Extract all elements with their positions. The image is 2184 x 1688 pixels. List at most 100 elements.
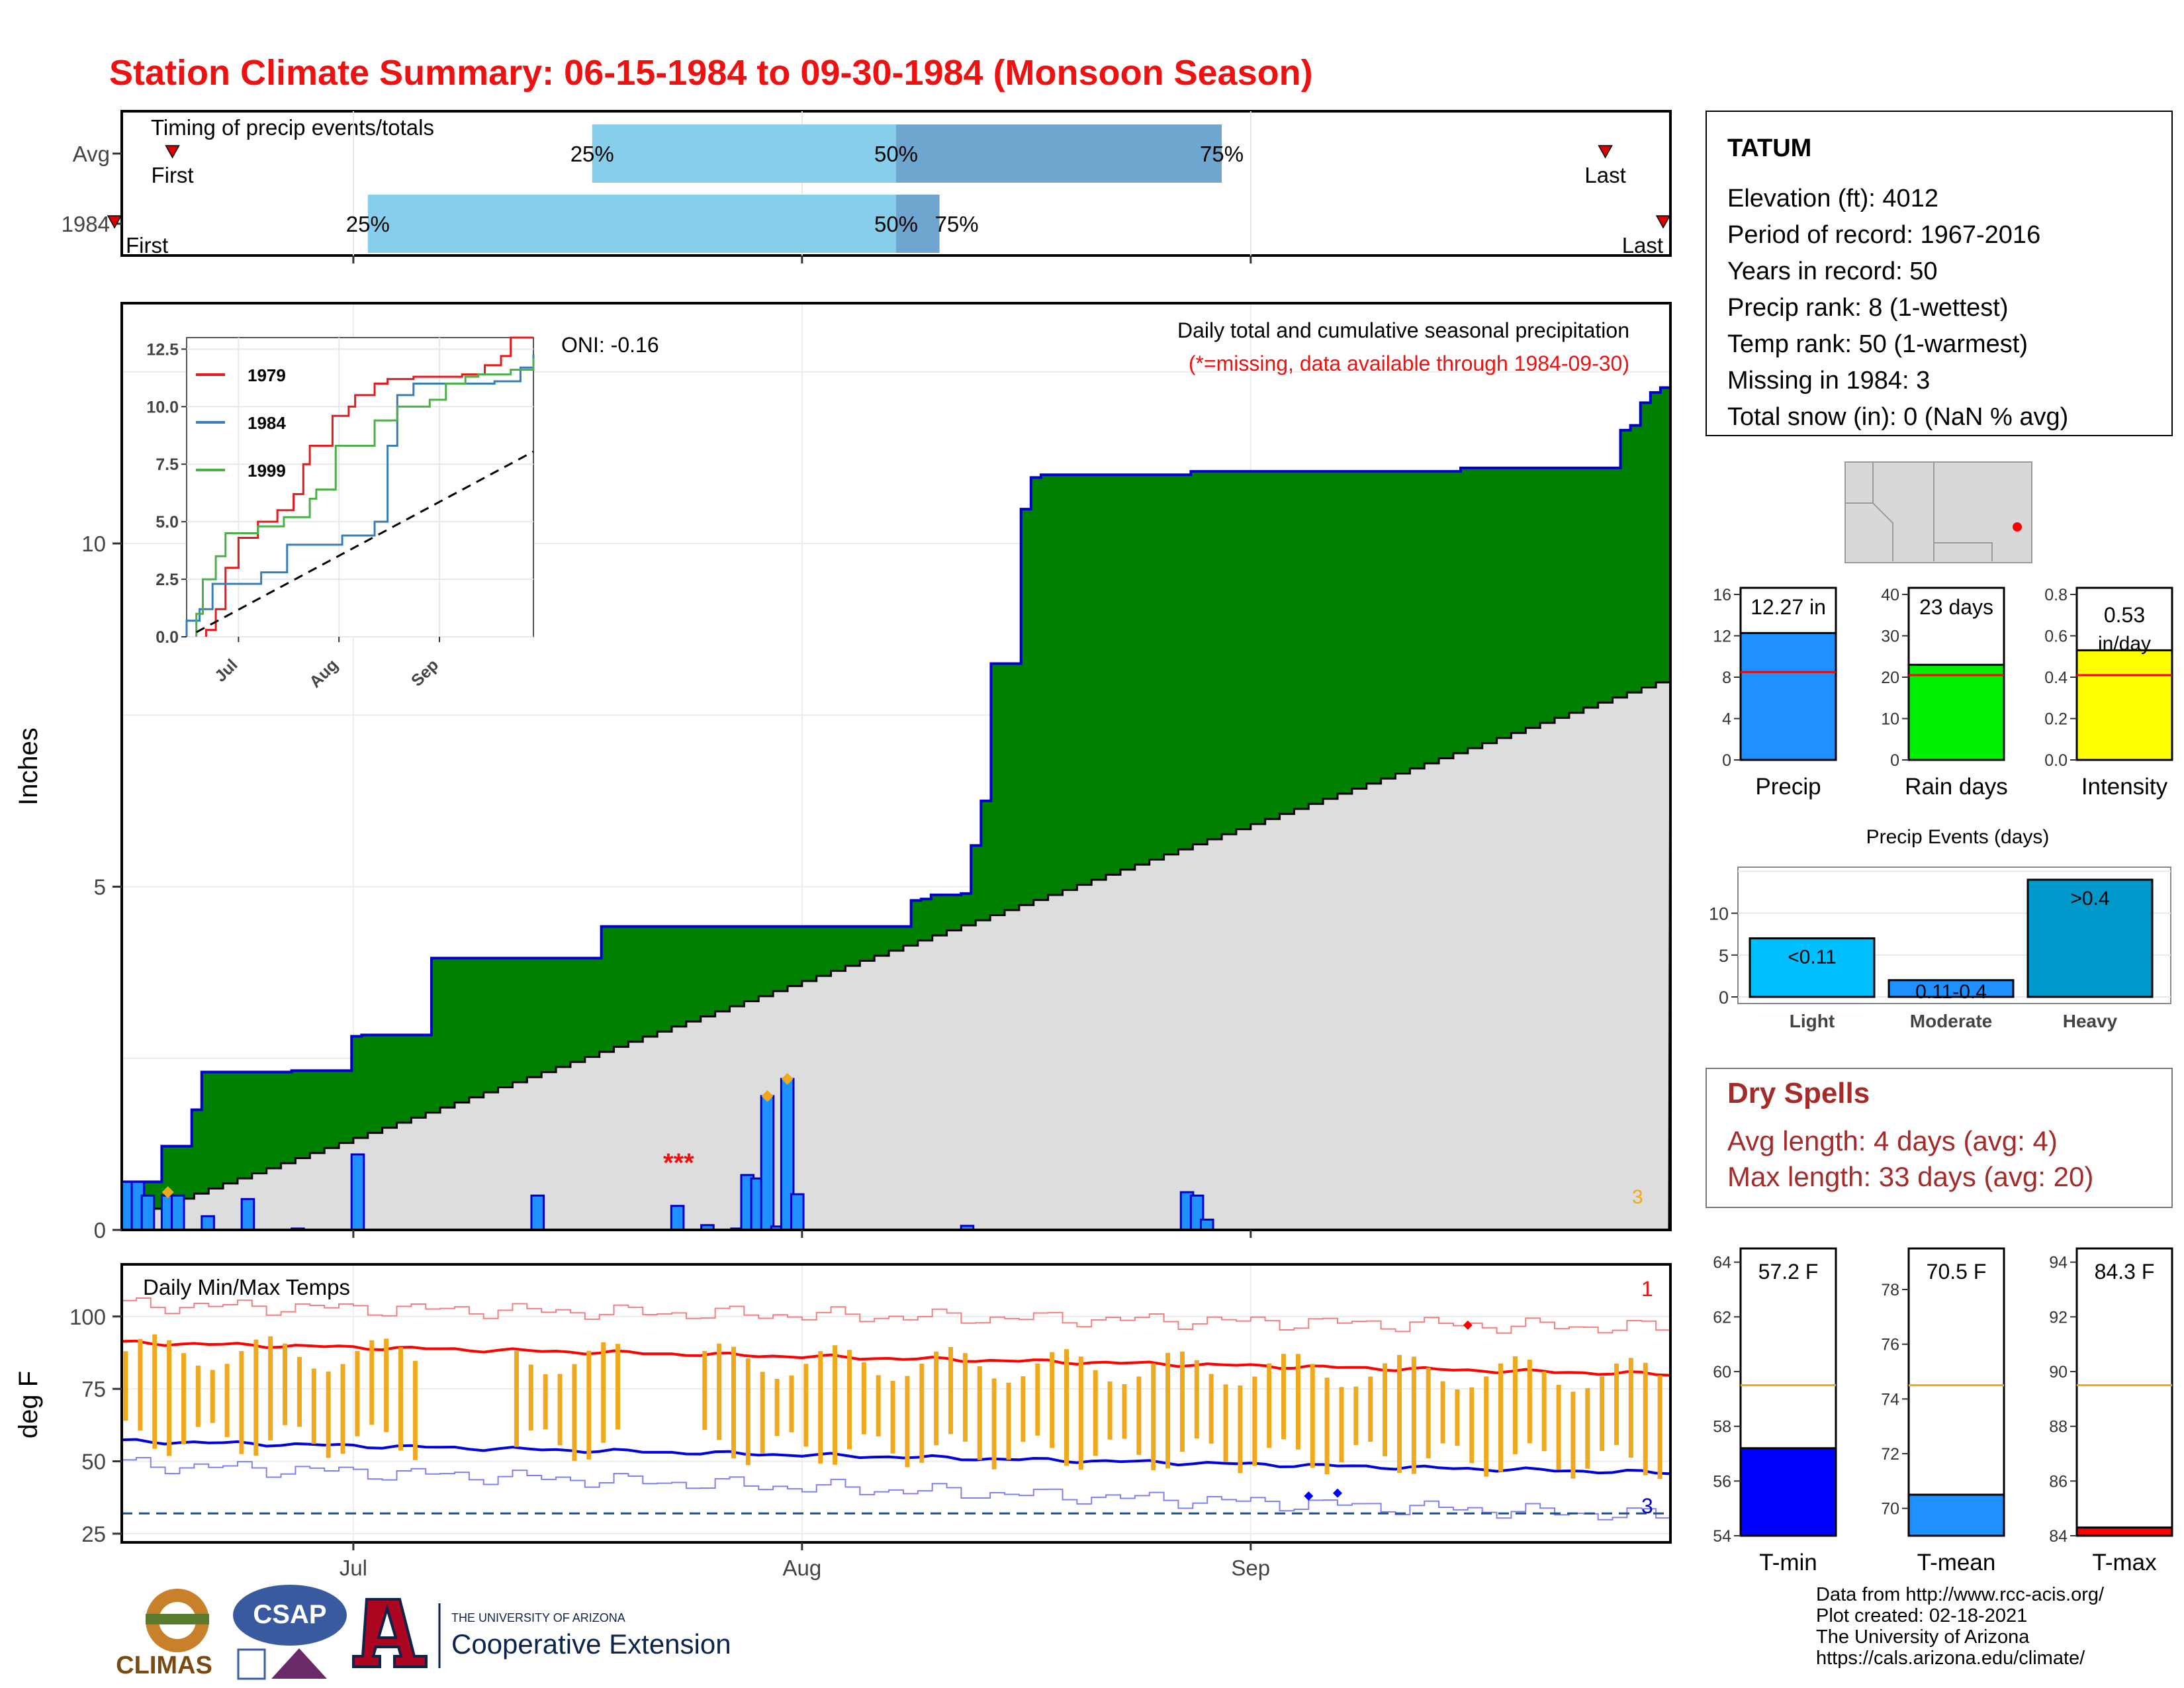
temp-summary-bar-0: 54 56 58 60 62 64 57.2 F T-min [1713, 1247, 1837, 1575]
map-background [1844, 461, 2032, 563]
temp-summary-tick-label: 74 [1881, 1390, 1899, 1409]
daily-precip-bars [120, 1072, 1214, 1231]
inset-legend-label-1: 1984 [248, 413, 286, 433]
summary-bar-category-label: Precip [1755, 774, 1821, 800]
dry-spells-max: Max length: 33 days (avg: 20) [1727, 1161, 2093, 1192]
inset-legend-label-2: 1999 [248, 461, 286, 481]
temp-x-axis: Jul Aug Sep [340, 1542, 1270, 1580]
station-detail-line: Years in record: 50 [1727, 258, 1938, 285]
temp-summary-tick-label: 60 [1713, 1363, 1731, 1382]
temp-summary-value-label: 57.2 F [1758, 1260, 1819, 1284]
temp-title: Daily Min/Max Temps [143, 1275, 350, 1299]
footer-credits: Data from http://www.rcc-acis.org/Plot c… [1816, 1584, 2105, 1669]
timing-label-50: 50% [874, 142, 918, 166]
inset-legend-label-0: 1979 [248, 365, 286, 385]
record-diamond-0 [161, 1186, 174, 1198]
first-event-marker [165, 145, 180, 159]
ua-small-text: THE UNIVERSITY OF ARIZONA [451, 1611, 625, 1624]
temp-ytick-label-1: 50 [81, 1450, 106, 1474]
dry-spells-box: Dry Spells Avg length: 4 days (avg: 4) M… [1706, 1068, 2173, 1208]
temp-summary-tick-label: 94 [2049, 1254, 2068, 1272]
summary-bar-tick-label: 40 [1881, 586, 1899, 604]
last-event-marker [1598, 145, 1613, 159]
csap-logo-text: CSAP [253, 1600, 326, 1629]
temp-summary-tick-label: 92 [2049, 1308, 2068, 1327]
temp-summary-frame [2075, 1247, 2173, 1537]
temp-xtick-label-0: Jul [340, 1556, 367, 1580]
temp-summary-tick-label: 86 [2049, 1472, 2068, 1491]
timing-row-label: 1984 [62, 212, 110, 236]
record-min-line [122, 1457, 1671, 1521]
summary-bar-tick-label: 0.4 [2044, 669, 2068, 687]
temp-corner-top: 1 [1641, 1277, 1653, 1301]
inset-normal-line [195, 450, 534, 633]
inset-lines [185, 336, 535, 637]
csap-logo: CSAP [233, 1585, 347, 1680]
inset-ytick-label-0: 0.0 [156, 628, 179, 647]
station-detail-line: Total snow (in): 0 (NaN % avg) [1727, 403, 2068, 431]
precip-events-title: Precip Events (days) [1866, 826, 2050, 848]
precip-ytick-label-1: 5 [94, 874, 106, 899]
temp-summary-fill [2075, 1526, 2173, 1537]
timing-row-label: Avg [73, 142, 110, 166]
summary-bar-fill [2075, 649, 2173, 761]
events-ytick-label-1: 5 [1719, 946, 1729, 966]
events-category-label-2: Heavy [2063, 1011, 2118, 1031]
daily-precip-bar-6 [240, 1197, 255, 1231]
climas-logo: CLIMAS [116, 1589, 212, 1679]
temp-summary-tick-label: 88 [2049, 1418, 2068, 1436]
oni-label: ONI: -0.16 [561, 333, 659, 357]
station-name: TATUM [1727, 134, 1811, 162]
temp-ytick-label-2: 75 [81, 1377, 106, 1401]
map-borders [1845, 462, 1993, 561]
summary-bar-value-unit: in/day [2098, 633, 2151, 655]
temp-summary-tick-label: 72 [1881, 1445, 1899, 1464]
footer-line: The University of Arizona [1816, 1626, 2030, 1648]
station-detail-line: Elevation (ft): 4012 [1727, 185, 1938, 212]
temp-ytick-label-3: 100 [69, 1305, 106, 1329]
precip-y-axis: 0 5 10 [81, 532, 1252, 1243]
daily-precip-bar-15 [760, 1095, 775, 1231]
inset-ytick-label-5: 12.5 [146, 340, 179, 359]
timing-label-25: 25% [570, 142, 614, 166]
climas-logo-text: CLIMAS [116, 1652, 212, 1679]
inset-frame [186, 337, 534, 637]
dry-spells-avg: Avg length: 4 days (avg: 4) [1727, 1125, 2058, 1156]
temp-summary-tick-label: 54 [1713, 1527, 1731, 1546]
temp-summary-tick-label: 90 [2049, 1363, 2068, 1382]
temp-record-high-diamond [1463, 1320, 1473, 1330]
station-detail-line: Missing in 1984: 3 [1727, 367, 1930, 395]
temp-summary-bar-1: 70 72 74 76 78 70.5 F T-mean [1881, 1247, 2005, 1575]
daily-precip-bar-10 [670, 1205, 685, 1231]
summary-bar-tick-label: 0.2 [2044, 710, 2068, 729]
summary-bar-value-label: 23 days [1919, 595, 1993, 619]
station-detail-line: Temp rank: 50 (1-warmest) [1727, 330, 2028, 358]
temp-summary-tick-label: 62 [1713, 1308, 1731, 1327]
university-of-arizona-logo: THE UNIVERSITY OF ARIZONA Cooperative Ex… [352, 1598, 731, 1668]
inset-gridlines [187, 338, 533, 637]
temp-summary-frame [1907, 1247, 2005, 1537]
summary-bar-tick-label: 10 [1881, 710, 1899, 729]
summary-bar-tick-label: 20 [1881, 669, 1899, 687]
dry-spells-frame [1706, 1068, 2173, 1208]
temp-y-axis: 25 50 75 100 [69, 1305, 122, 1546]
precip-annotation-missing: (*=missing, data available through 1984-… [1189, 352, 1629, 375]
first-event-marker [107, 215, 122, 229]
timing-bar-25-50 [592, 124, 896, 183]
last-event-label: Last [1622, 233, 1663, 258]
summary-bar-charts: 0 4 8 12 16 12.27 in Precip 0 10 20 30 40 23 days Rai… [1713, 586, 2173, 800]
temp-y-label: deg F [14, 1371, 43, 1438]
temp-summary-tick-label: 56 [1713, 1472, 1731, 1491]
inset-ytick-label-4: 10.0 [146, 398, 179, 416]
daily-precip-bar-18 [790, 1193, 805, 1231]
inset-ytick-label-3: 7.5 [156, 455, 179, 474]
precip-events-bars: 0 5 10 <0.11 Light 0.11-0.4 Moderate >0.4 Heavy [1709, 870, 2171, 1031]
temp-summary-category-label: T-max [2092, 1550, 2157, 1575]
summary-bar-tick-label: 0.6 [2044, 628, 2068, 646]
events-bar-1 [1888, 979, 2015, 998]
events-bar-label-2: >0.4 [2070, 888, 2109, 910]
timing-label-50: 50% [874, 212, 918, 236]
temp-summary-tick-label: 64 [1713, 1254, 1731, 1272]
